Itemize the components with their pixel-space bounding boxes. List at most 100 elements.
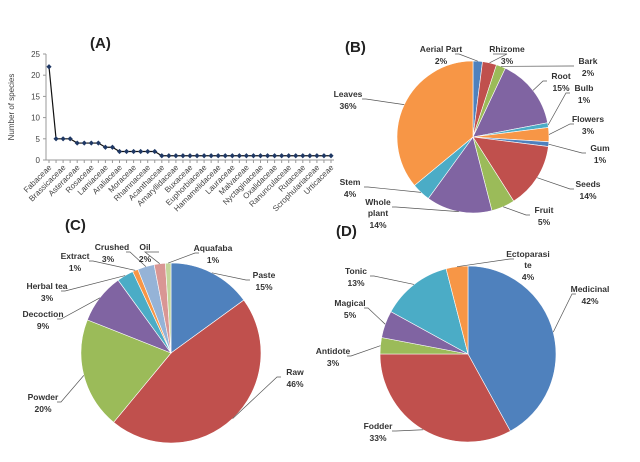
- leader-line: [537, 177, 574, 190]
- data-point: [187, 153, 193, 159]
- data-point: [123, 148, 130, 155]
- slice-label: Powder 20%: [28, 392, 59, 414]
- slice-name: Stem: [340, 177, 361, 187]
- leader-line: [57, 375, 85, 403]
- slice-name: Antidote: [316, 346, 351, 356]
- data-point: [264, 153, 271, 159]
- y-tick-label: 15: [31, 92, 40, 101]
- slice-percent: 3%: [41, 293, 54, 303]
- slice-name: Root: [551, 71, 571, 81]
- slice-name: Tonic: [345, 266, 367, 276]
- slice-percent: 42%: [581, 296, 598, 306]
- data-point: [53, 136, 59, 142]
- slice-name: Bark: [579, 56, 598, 66]
- slice-percent: 13%: [347, 278, 364, 288]
- panel-b: (B) Aerial Part 2% Rhizome 3% Bark 2% Root 15% Bu…: [334, 39, 611, 230]
- slice-name: Oil: [139, 242, 150, 252]
- data-point: [95, 140, 101, 146]
- slice-name: Bulb: [575, 83, 594, 93]
- leader-line: [532, 80, 547, 91]
- data-point: [180, 153, 186, 159]
- slice-percent: 4%: [522, 272, 535, 282]
- leader-line: [548, 143, 586, 154]
- slice-percent: 3%: [102, 254, 115, 264]
- panel-d: (D) Medicinal 42% Fodder 33% Antidote 3% Magica…: [316, 223, 610, 443]
- slice-label: Fruit 5%: [535, 205, 554, 227]
- slice-label: Ectoparasi te 4%: [506, 249, 549, 282]
- slice-label: Bulb 1%: [575, 83, 594, 105]
- leader-line: [61, 275, 126, 292]
- leader-line: [57, 297, 101, 320]
- data-point: [81, 140, 87, 146]
- leader-line: [347, 345, 381, 357]
- slice-percent: 15%: [552, 83, 569, 93]
- slice-percent: 14%: [369, 220, 386, 230]
- slice-label: Medicinal 42%: [571, 284, 610, 306]
- slice-label: Rhizome 3%: [489, 44, 525, 66]
- data-point: [272, 153, 278, 159]
- data-point: [60, 136, 66, 142]
- data-point: [236, 153, 242, 159]
- y-tick-label: 25: [31, 50, 40, 59]
- slice-percent: 5%: [344, 310, 357, 320]
- slice-percent: 3%: [582, 126, 595, 136]
- slice-label: Aerial Part 2%: [420, 44, 463, 66]
- y-tick-label: 10: [31, 114, 40, 123]
- panel-d-label: (D): [336, 223, 357, 240]
- slice-label: Root 15%: [551, 71, 571, 93]
- leader-line: [489, 53, 508, 64]
- slice-label: Bark 2%: [579, 56, 598, 78]
- slice-percent: 20%: [34, 404, 51, 414]
- slice-name: Gum: [590, 143, 610, 153]
- data-point: [321, 153, 327, 159]
- slice-percent: 2%: [435, 56, 448, 66]
- slice-percent: 1%: [594, 155, 607, 165]
- slice-percent: 9%: [37, 321, 50, 331]
- leader-line: [392, 429, 424, 432]
- pie-slice: [80, 319, 172, 423]
- leader-line: [143, 251, 160, 264]
- slice-label-part: te: [524, 260, 532, 270]
- slice-percent: 15%: [255, 282, 272, 292]
- slice-name: Decoction: [22, 309, 63, 319]
- data-point: [88, 140, 94, 146]
- data-point: [243, 153, 249, 159]
- leader-line: [392, 206, 459, 213]
- slice-percent: 4%: [344, 189, 357, 199]
- leader-line: [232, 376, 281, 419]
- pie-slice: [396, 60, 474, 186]
- slice-label: Leaves 36%: [334, 89, 363, 111]
- slice-percent: 3%: [501, 56, 514, 66]
- y-tick-label: 0: [36, 156, 41, 165]
- pie-slice: [170, 262, 245, 354]
- data-point: [328, 153, 334, 159]
- data-point: [201, 153, 207, 159]
- data-point: [307, 153, 313, 159]
- data-point: [116, 148, 123, 155]
- slice-label: Oil 2%: [139, 242, 152, 264]
- data-point: [138, 148, 144, 155]
- leader-line: [89, 260, 136, 271]
- slice-label: Paste 15%: [253, 270, 276, 292]
- leader-line: [168, 252, 199, 264]
- slice-label-part: Whole: [365, 197, 391, 207]
- data-point: [257, 153, 264, 159]
- y-tick-label: 5: [36, 135, 41, 144]
- data-point: [222, 153, 228, 159]
- slice-name: Powder: [28, 392, 59, 402]
- slice-name: Flowers: [572, 114, 604, 124]
- slice-label: Tonic 13%: [345, 266, 367, 288]
- slice-label: Stem 4%: [340, 177, 361, 199]
- slice-name: Aquafaba: [194, 243, 233, 253]
- slice-label: Raw 46%: [286, 367, 304, 389]
- slice-percent: 14%: [579, 191, 596, 201]
- leader-line: [552, 293, 576, 333]
- data-point: [279, 153, 285, 159]
- slice-label: Flowers 3%: [572, 114, 604, 136]
- slice-percent: 3%: [327, 358, 340, 368]
- leader-line: [456, 258, 514, 268]
- data-point: [159, 153, 165, 159]
- data-point: [293, 153, 299, 159]
